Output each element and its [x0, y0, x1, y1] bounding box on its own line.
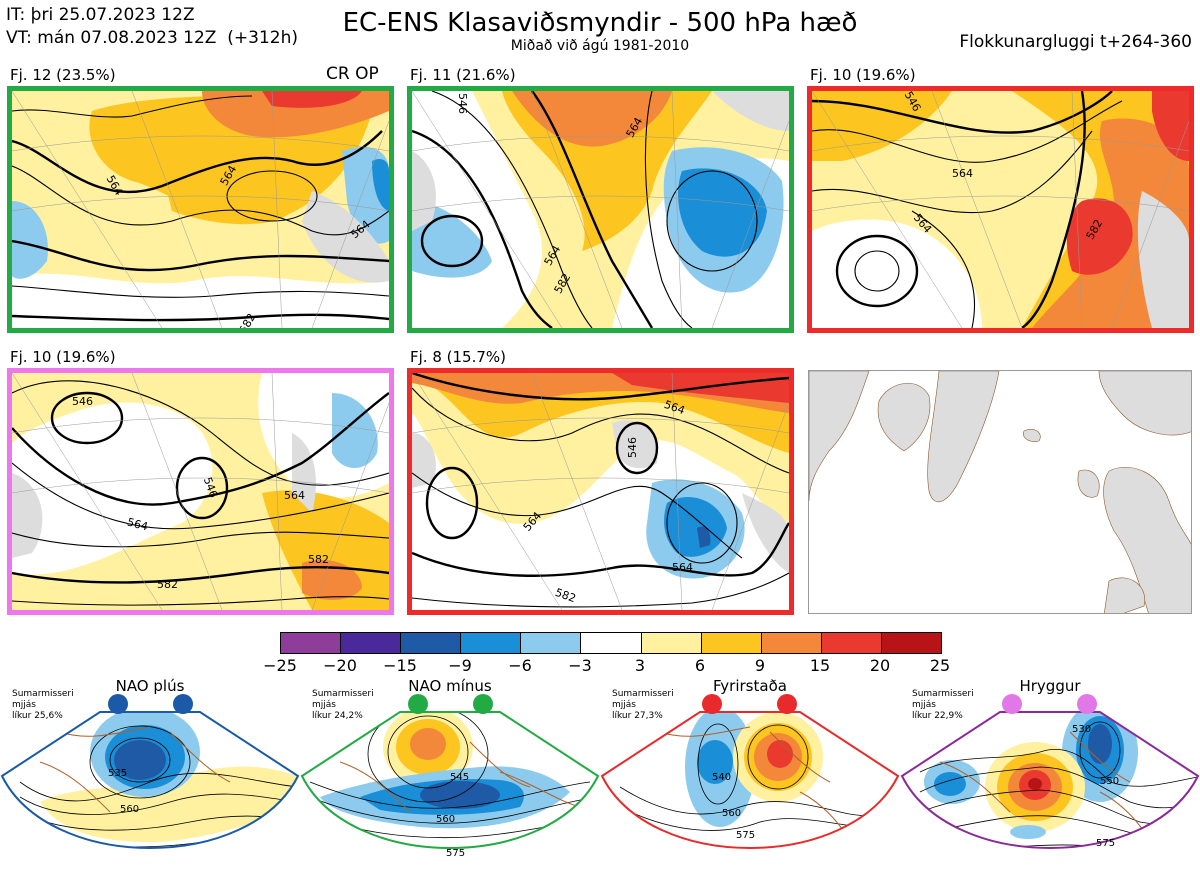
panel-1-label: Fj. 12 (23.5%)	[10, 66, 116, 84]
contour-label: 575	[1096, 838, 1116, 849]
regime-marker	[702, 694, 722, 714]
colorbar-tick: −15	[383, 656, 417, 675]
colorbar-segment	[461, 633, 522, 653]
classification-window: Flokkunargluggi t+264-360	[959, 32, 1192, 52]
contour-label: 575	[446, 848, 466, 859]
colorbar-tick: −20	[323, 656, 357, 675]
contour-label: 535	[108, 768, 128, 779]
colorbar-tick: −25	[263, 656, 297, 675]
cluster-map-3-field	[812, 91, 1189, 328]
colorbar-segment	[881, 633, 942, 653]
colorbar-segment	[341, 633, 402, 653]
contour-label: 546	[456, 93, 469, 114]
regime-marker	[1002, 694, 1022, 714]
colorbar-tick: 15	[809, 656, 831, 675]
contour-label: 546	[72, 395, 93, 408]
colorbar-segment	[821, 633, 882, 653]
regime-marker	[173, 694, 193, 714]
panel-2-label: Fj. 11 (21.6%)	[410, 66, 516, 84]
contour-label: 560	[722, 808, 742, 819]
contour-label: 545	[450, 772, 470, 783]
initial-time: IT: þri 25.07.2023 12Z	[6, 5, 195, 25]
cluster-map-1-field	[12, 91, 389, 328]
panel-5-label: Fj. 8 (15.7%)	[410, 348, 506, 366]
regime-marker	[108, 694, 128, 714]
contour-label: 582	[157, 578, 178, 591]
cluster-map-2-field	[412, 91, 789, 328]
regime-nao-minus: NAO mínus Sumarmisseri mjjás líkur 24,2%…	[300, 672, 600, 872]
contour-label: 560	[120, 804, 140, 815]
panel-3-label: Fj. 10 (19.6%)	[810, 66, 916, 84]
contour-label: 564	[952, 167, 973, 180]
colorbar-tick: 6	[694, 656, 706, 675]
contour-label: 564	[672, 561, 693, 574]
page-subtitle: Miðað við ágú 1981-2010	[510, 38, 690, 54]
cluster-map-4: 546 546 564 564 582 582	[7, 368, 394, 615]
colorbar-segment	[521, 633, 582, 653]
base-map-land	[809, 371, 1191, 613]
colorbar-segment	[761, 633, 822, 653]
colorbar-tick: 25	[929, 656, 951, 675]
colorbar-tick: 20	[869, 656, 891, 675]
regime-nao-minus-map	[300, 694, 600, 849]
colorbar	[280, 632, 942, 654]
regime-marker	[473, 694, 493, 714]
regime-note: Sumarmisseri mjjás líkur 27,3%	[612, 689, 674, 721]
contour-label: 560	[436, 814, 456, 825]
regime-ridge-map	[900, 694, 1200, 849]
regime-marker	[408, 694, 428, 714]
contour-label: 550	[1100, 776, 1120, 787]
colorbar-tick: −9	[448, 656, 472, 675]
colorbar-segment	[581, 633, 642, 653]
colorbar-segment	[401, 633, 462, 653]
regime-nao-plus: NAO plús Sumarmisseri mjjás líkur 25,6% …	[0, 672, 300, 872]
regime-name: NAO mínus	[408, 677, 492, 695]
valid-time: VT: mán 07.08.2023 12Z (+312h)	[6, 28, 298, 48]
regime-note: Sumarmisseri mjjás líkur 24,2%	[312, 689, 374, 721]
colorbar-segment	[281, 633, 342, 653]
base-map	[808, 370, 1192, 614]
cluster-map-5-field	[412, 373, 789, 610]
regime-name: Hryggur	[1019, 677, 1081, 695]
colorbar-tick: −6	[508, 656, 532, 675]
contour-label: 530	[1072, 724, 1092, 735]
colorbar-segment	[701, 633, 762, 653]
regime-nao-plus-map	[0, 694, 300, 849]
colorbar-tick: 3	[634, 656, 646, 675]
cluster-map-4-field	[12, 373, 389, 610]
panel-1-tag: CR OP	[326, 64, 379, 84]
cluster-map-2: 546 564 564 582	[407, 86, 794, 333]
contour-label: 575	[736, 830, 756, 841]
header-info: IT: þri 25.07.2023 12Z VT: mán 07.08.2023…	[6, 4, 298, 50]
contour-label: 582	[308, 553, 329, 566]
colorbar-segment	[641, 633, 702, 653]
regime-name: Fyrirstaða	[713, 677, 787, 695]
regime-marker	[1077, 694, 1097, 714]
contour-label: 546	[626, 437, 639, 458]
panel-4-label: Fj. 10 (19.6%)	[10, 348, 116, 366]
regime-marker	[777, 694, 797, 714]
regime-note: Sumarmisseri mjjás líkur 22,9%	[912, 689, 974, 721]
cluster-map-3: 546 564 564 582	[807, 86, 1194, 333]
cluster-map-5: 546 564 564 564 582	[407, 368, 794, 615]
regime-blocking: Fyrirstaða Sumarmisseri mjjás líkur 27,3…	[600, 672, 900, 872]
regime-name: NAO plús	[115, 677, 185, 695]
colorbar-tick: −3	[568, 656, 592, 675]
colorbar-tick: 9	[754, 656, 766, 675]
regime-blocking-map	[600, 694, 900, 849]
regime-ridge: Hryggur Sumarmisseri mjjás líkur 22,9%	[900, 672, 1200, 872]
contour-label: 564	[284, 489, 305, 502]
regime-note: Sumarmisseri mjjás líkur 25,6%	[12, 689, 74, 721]
cluster-map-1: 564 564 564 582	[7, 86, 394, 333]
page-title: EC-ENS Klasaviðsmyndir - 500 hPa hæð	[342, 8, 858, 38]
contour-label: 540	[712, 772, 732, 783]
